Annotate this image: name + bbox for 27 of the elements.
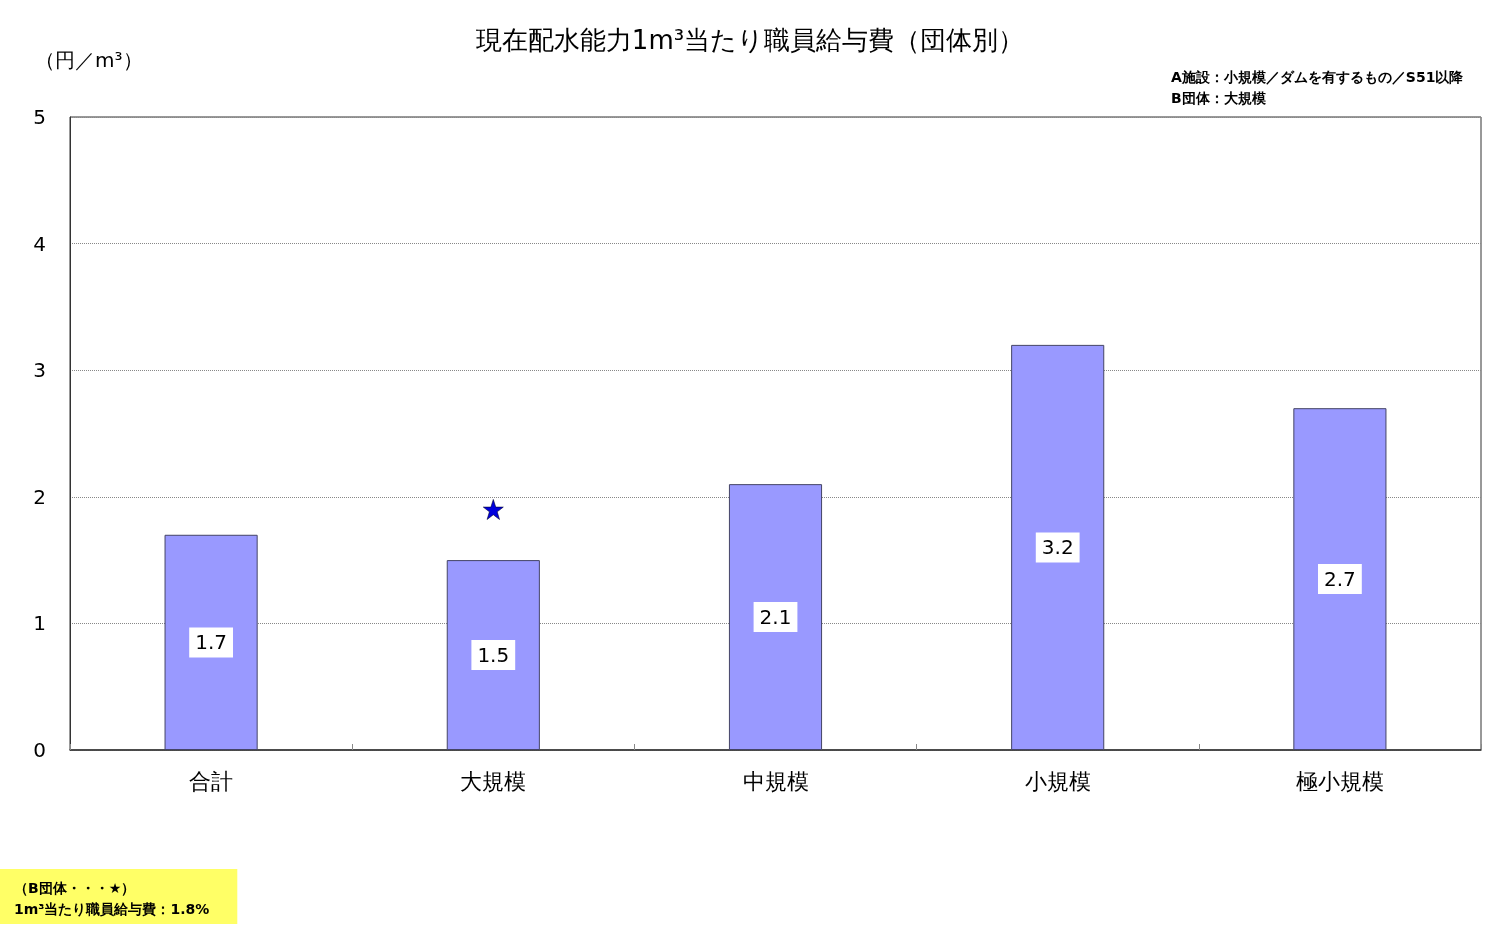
bar <box>1011 344 1105 750</box>
y-tick-label: 2 <box>33 484 46 509</box>
x-tick-label: 大規模 <box>460 768 527 794</box>
y-tick-label: 5 <box>33 105 46 129</box>
x-tick-label: 合計 <box>189 768 234 794</box>
x-tick-label: 小規模 <box>1024 768 1091 794</box>
y-tick-label: 3 <box>33 358 46 383</box>
y-tick-label: 4 <box>33 231 46 256</box>
y-tick-label: 1 <box>33 611 46 636</box>
y-axis-title: （円／m³） <box>35 48 143 72</box>
text: （B団体・・・★） <box>14 879 136 896</box>
chart-title: 現在配水能力1m³当たり職員給与費（団体別） <box>475 25 1025 55</box>
y-tick-label: 0 <box>33 738 46 762</box>
text: A施設：小規模／ダムを有するもの／S51以降 <box>1171 68 1465 85</box>
bar <box>446 560 540 750</box>
x-tick-label: 中規模 <box>742 768 809 794</box>
data-label: 1.7 <box>195 630 228 655</box>
x-tick-label: 極小規模 <box>1295 768 1384 794</box>
data-label: 2.1 <box>759 605 792 630</box>
text: 1m³当たり職員給与費：1.8% <box>14 900 210 917</box>
data-label: 3.2 <box>1041 535 1074 560</box>
bar <box>1293 408 1387 750</box>
data-label: 1.5 <box>477 643 510 668</box>
text: B団体：大規模 <box>1171 89 1267 106</box>
data-label: 2.7 <box>1323 567 1356 592</box>
bar <box>728 484 823 750</box>
bar <box>164 534 258 750</box>
